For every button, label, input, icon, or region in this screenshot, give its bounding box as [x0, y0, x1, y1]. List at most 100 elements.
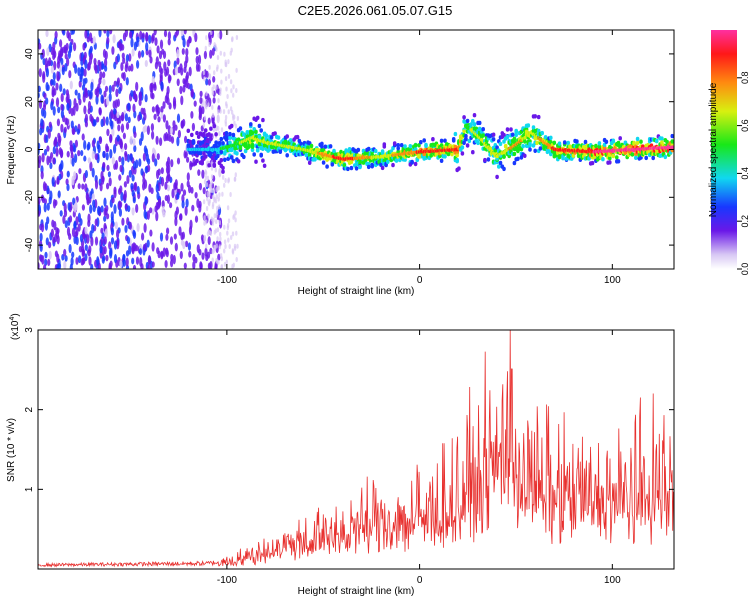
ridge-cell — [491, 137, 496, 142]
noise-cell — [235, 35, 239, 40]
noise-cell — [66, 102, 70, 111]
noise-cell — [176, 48, 180, 59]
ridge-cell — [403, 144, 407, 149]
ridge-cell — [382, 142, 387, 147]
noise-cell — [131, 48, 135, 57]
noise-cell — [188, 36, 192, 44]
colorbar-tick-label: 0.2 — [740, 215, 750, 228]
noise-cell — [139, 256, 143, 267]
noise-cell — [68, 233, 72, 240]
noise-cell — [91, 193, 95, 200]
ridge-cell — [597, 144, 602, 149]
colorbar: 0.0 0.2 0.4 0.6 0.8 Normalized spectral ampl… — [708, 30, 750, 275]
ridge-cell — [221, 165, 225, 171]
noise-cell — [77, 149, 81, 157]
noise-cell — [96, 116, 100, 123]
noise-cell — [224, 244, 227, 249]
noise-cell — [63, 126, 67, 134]
ridge-cell — [422, 138, 427, 143]
ridge-cell — [249, 122, 253, 127]
noise-cell — [174, 66, 178, 76]
noise-cell — [46, 145, 50, 152]
noise-cell — [153, 30, 157, 36]
ridge-cell — [450, 152, 454, 157]
noise-cell — [218, 244, 222, 250]
x-tick-label: -100 — [217, 575, 237, 586]
ridge-cell — [512, 136, 517, 141]
noise-cell — [67, 202, 71, 211]
noise-cell — [234, 172, 237, 178]
noise-cell — [99, 245, 103, 254]
noise-cell — [214, 228, 218, 234]
noise-cell — [230, 235, 233, 240]
noise-cell — [210, 179, 213, 185]
noise-cell — [144, 165, 148, 174]
ridge-cell — [207, 163, 211, 168]
noise-cell — [84, 30, 88, 39]
noise-cell — [51, 219, 55, 228]
noise-cell — [226, 230, 229, 236]
ridge-cell — [469, 122, 473, 127]
noise-cell — [215, 194, 218, 199]
noise-cell — [205, 206, 209, 211]
noise-cell — [84, 59, 88, 70]
noise-cell — [126, 236, 130, 245]
ridge-cell — [583, 139, 588, 145]
noise-cell — [198, 114, 202, 121]
y-tick-label: 40 — [24, 48, 35, 60]
ridge-cell — [460, 145, 465, 150]
noise-cell — [206, 251, 211, 259]
noise-cell — [203, 76, 206, 82]
noise-cell — [222, 109, 226, 115]
noise-cell — [110, 211, 114, 221]
noise-cell — [45, 134, 49, 144]
noise-cell — [82, 93, 86, 103]
noise-cell — [212, 188, 215, 194]
noise-cell — [148, 49, 152, 58]
ridge-cell — [523, 153, 527, 158]
noise-cell — [68, 243, 72, 254]
ridge-cell — [354, 166, 359, 171]
noise-cell — [75, 257, 79, 265]
ridge-cell — [429, 153, 434, 158]
noise-cell — [138, 248, 143, 256]
noise-cell — [220, 79, 223, 85]
noise-cell — [164, 195, 168, 202]
noise-cell — [136, 185, 140, 195]
noise-cell — [199, 90, 203, 98]
noise-cell — [106, 164, 110, 171]
noise-cell — [210, 30, 213, 36]
noise-cell — [105, 152, 109, 161]
noise-cell — [46, 202, 50, 211]
noise-cell — [218, 167, 222, 178]
ridge-cell — [472, 113, 477, 118]
noise-cell — [68, 70, 72, 79]
noise-cell — [50, 78, 54, 86]
ridge-cell — [654, 138, 659, 144]
ridge-cell — [503, 143, 508, 149]
ridge-cell — [616, 140, 621, 146]
noise-cell — [198, 105, 202, 115]
ridge-cell — [443, 138, 447, 143]
ridge-cell — [604, 139, 609, 144]
noise-cell — [109, 134, 113, 144]
ridge-cell — [644, 155, 648, 161]
noise-cell — [110, 120, 114, 130]
noise-cell — [207, 236, 211, 246]
noise-cell — [231, 36, 234, 42]
noise-cell — [227, 109, 230, 115]
noise-cell — [86, 36, 90, 43]
ridge-cell — [476, 140, 480, 146]
noise-cell — [141, 32, 145, 39]
noise-cell — [116, 77, 120, 86]
noise-cell — [55, 147, 59, 157]
ridge-cell — [483, 157, 487, 163]
noise-cell — [182, 37, 186, 48]
noise-cell — [163, 61, 167, 72]
noise-cell — [142, 126, 146, 133]
noise-cell — [151, 153, 155, 163]
noise-cell — [113, 61, 117, 70]
noise-cell — [215, 66, 219, 72]
noise-cell — [41, 48, 45, 59]
noise-cell — [75, 236, 79, 246]
